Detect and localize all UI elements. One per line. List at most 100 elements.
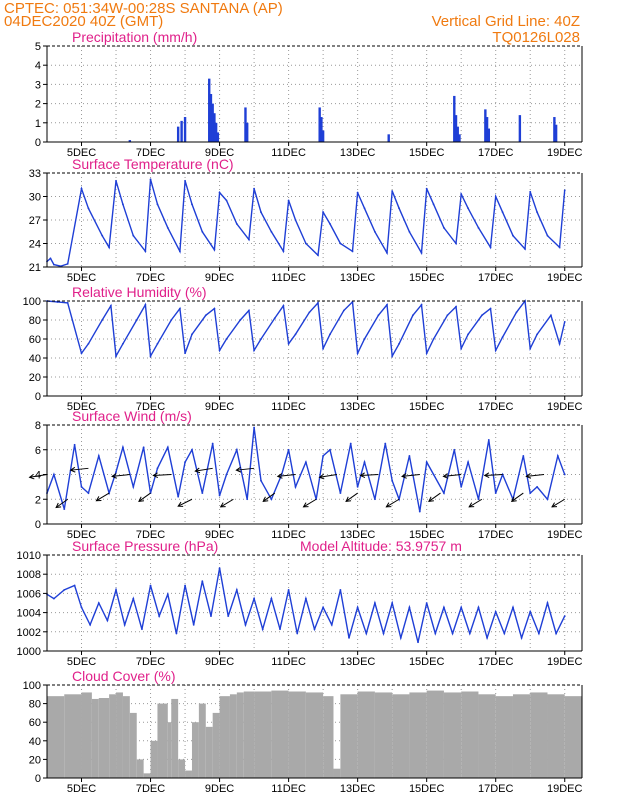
temp-point (87, 207, 90, 210)
cloud-area-segment (198, 703, 206, 778)
pressure-series-line (46, 567, 566, 643)
wind-point (563, 473, 566, 476)
pressure-point (451, 632, 454, 635)
cloud-ytick-label: 40 (29, 736, 41, 748)
temp-point (294, 219, 297, 221)
pressure-point (486, 637, 488, 639)
rh-point (308, 311, 311, 314)
rh-point (218, 349, 221, 352)
wind-arrow (401, 474, 420, 477)
rh-point (184, 352, 186, 355)
temp-point (248, 238, 250, 241)
pressure-point (106, 619, 109, 622)
pressure-point (261, 628, 264, 631)
wind-point (304, 461, 307, 464)
pressure-point (425, 602, 428, 604)
temp-point (420, 252, 423, 254)
wind-arrow (220, 498, 234, 508)
precip-bar (216, 132, 220, 142)
temp-point (322, 211, 325, 214)
wind-point (556, 455, 559, 457)
wind-arrow (386, 498, 400, 508)
temp-point (443, 226, 445, 229)
wind-point (53, 473, 55, 476)
wind-xtick-label: 19DEC (547, 529, 583, 541)
header-line1: CPTEC: 051:34W-00:28S SANTANA (AP) (4, 0, 283, 17)
wind-point (191, 448, 193, 451)
wind-point (156, 467, 159, 470)
wind-arrow (345, 492, 358, 502)
wind-point (225, 473, 228, 476)
temp-point (144, 250, 147, 253)
wind-arrow-head (442, 473, 449, 479)
pressure-point (356, 606, 359, 609)
rh-point (386, 303, 388, 306)
wind-xtick-label: 15DEC (409, 529, 445, 541)
pressure-point (73, 584, 76, 587)
temp-xtick-label: 17DEC (478, 272, 514, 284)
temp-ytick-label: 24 (29, 239, 41, 251)
cloud-area-segment (443, 692, 462, 778)
wind-arrow-head (385, 502, 392, 508)
temp-point (184, 179, 186, 182)
precip-xtick-label: 9DEC (205, 147, 234, 159)
rh-point (317, 302, 319, 304)
temp-point (356, 191, 359, 194)
cloud-area-segment (333, 768, 341, 778)
rh-ytick-label: 40 (29, 353, 41, 365)
wind-point (253, 426, 255, 429)
cloud-area-segment (129, 712, 137, 778)
cloud-xtick-label: 5DEC (67, 783, 96, 795)
precip-bar (456, 126, 459, 142)
cloud-title: Cloud Cover (%) (72, 668, 175, 684)
wind-point (87, 492, 90, 494)
pressure-point (97, 602, 100, 604)
rh-point (87, 342, 90, 345)
pressure-point (339, 589, 342, 591)
precip-bar (553, 117, 556, 142)
precip-bar (208, 78, 211, 142)
pressure-point (443, 606, 445, 609)
wind-xtick-label: 17DEC (478, 529, 514, 541)
cloud-area-segment (157, 703, 168, 778)
temp-point (156, 203, 159, 206)
chart-panels: 0 1 2 3 4 5 5DEC 7DEC 9DEC 11DEC 13DEC 15DEC 17DEC 19… (17, 29, 583, 795)
wind-point (432, 473, 435, 476)
pressure-ytick-label: 1000 (17, 646, 41, 658)
wind-point (384, 442, 387, 445)
rh-xtick-label: 11DEC (271, 401, 306, 413)
wind-arrow-head (302, 502, 309, 508)
temp-point (101, 234, 104, 237)
pressure-xtick-label: 11DEC (271, 656, 306, 668)
pressure-point (210, 615, 212, 617)
temp-point (477, 226, 480, 229)
temp-point (53, 263, 55, 266)
temp-point (178, 250, 181, 253)
cloud-xtick-label: 11DEC (271, 783, 306, 795)
wind-point (270, 498, 273, 501)
rh-point (80, 352, 83, 355)
temp-point (270, 230, 273, 233)
cloud-area-segment (271, 690, 289, 778)
rh-point (109, 304, 112, 307)
pressure-point (175, 632, 178, 635)
precip-bar (214, 122, 218, 142)
temp-point (546, 234, 549, 237)
rh-point (467, 333, 469, 336)
temp-point (122, 203, 124, 206)
precip-xtick-label: 17DEC (478, 147, 514, 159)
rh-ytick-label: 100 (23, 296, 41, 308)
rh-point (122, 342, 124, 345)
panel-temp: 21 24 27 30 33 5DEC 7DEC 9DEC 11DEC 13DEC 15DEC 17D… (29, 156, 583, 284)
rh-point (494, 349, 497, 352)
pressure-point (218, 567, 221, 569)
cloud-area-segment (219, 696, 230, 778)
temp-point (501, 211, 504, 214)
pressure-xtick-label: 15DEC (409, 656, 445, 668)
pressure-point (227, 615, 230, 617)
cloud-area-segment (409, 692, 427, 778)
rh-ytick-label: 0 (35, 391, 41, 403)
wind-arrow-head (276, 473, 283, 479)
cloud-area-segment (512, 694, 531, 778)
temp-point (132, 234, 135, 237)
